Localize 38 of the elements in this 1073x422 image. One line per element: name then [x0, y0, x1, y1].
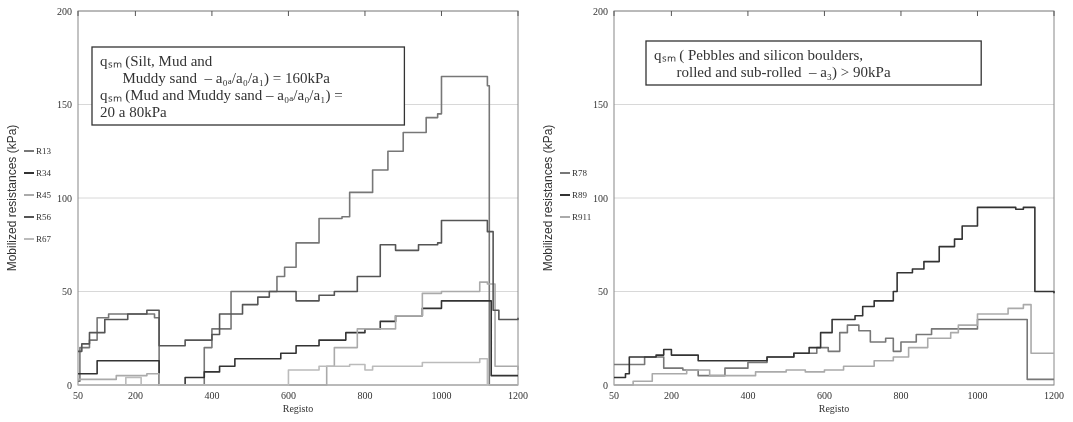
x-tick-label: 600: [280, 390, 296, 401]
y-axis-title: Mobilized resistances (kPa): [541, 124, 555, 272]
y-tick-label: 100: [593, 192, 608, 204]
x-axis-title: Registo: [818, 403, 850, 414]
x-tick-label: 50: [73, 390, 83, 401]
legend-label: R89: [572, 190, 588, 200]
x-tick-label: 1200: [508, 390, 528, 401]
legend-label: R13: [36, 146, 52, 156]
y-tick-label: 100: [57, 192, 72, 204]
annotation: qₛₘ (Silt, Mud and Muddy sand – a₀ₐ/a₀/a₁) = 160kPa qₛₘ (Mud and Muddy sand – a₀ₐ/a₀/a₁) = 20 a 80kPa: [100, 53, 343, 120]
x-tick-label: 200: [663, 390, 679, 401]
x-tick-label: 1000: [967, 390, 988, 401]
legend-label: R34: [36, 168, 52, 178]
y-tick-label: 0: [603, 379, 608, 391]
y-tick-label: 50: [62, 286, 72, 297]
x-tick-label: 800: [893, 390, 909, 401]
x-tick-label: 400: [204, 390, 220, 401]
y-tick-label: 200: [57, 5, 72, 17]
legend-label: R78: [572, 168, 588, 178]
annotation: qₛₘ ( Pebbles and silicon boulders, rolled and sub-rolled – a₃) > 90kPa: [654, 47, 891, 81]
x-tick-label: 800: [357, 390, 373, 401]
x-tick-label: 50: [609, 390, 619, 401]
y-tick-label: 50: [598, 286, 608, 297]
x-tick-label: 200: [127, 390, 143, 401]
x-tick-label: 1000: [431, 390, 452, 401]
legend-label: R911: [572, 212, 592, 222]
y-axis-title: Mobilized resistances (kPa): [5, 124, 19, 272]
x-axis-title: Registo: [282, 403, 314, 414]
y-tick-label: 200: [593, 5, 608, 17]
y-tick-label: 150: [57, 99, 72, 110]
legend-label: R56: [36, 212, 52, 222]
y-tick-label: 150: [593, 99, 608, 110]
legend-label: R67: [36, 234, 52, 244]
y-tick-label: 0: [67, 379, 72, 391]
x-tick-label: 400: [740, 390, 756, 401]
x-tick-label: 600: [816, 390, 832, 401]
legend-label: R45: [36, 190, 52, 200]
x-tick-label: 1200: [1044, 390, 1064, 401]
